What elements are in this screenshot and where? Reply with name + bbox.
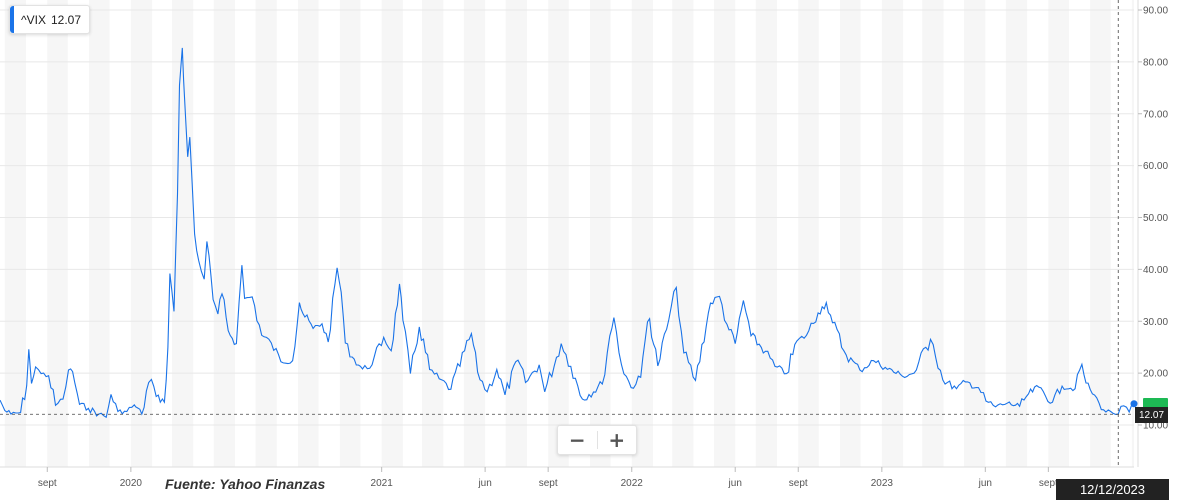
month-band <box>922 0 944 467</box>
month-bands <box>4 0 1134 467</box>
y-tick-label: 20.00 <box>1143 369 1168 380</box>
month-band <box>255 0 277 467</box>
x-tick-label: jun <box>978 478 992 489</box>
zoom-controls: − + <box>557 425 637 455</box>
legend[interactable]: ^VIX 12.07 <box>9 5 91 34</box>
month-band <box>422 0 444 467</box>
zoom-divider <box>596 431 598 449</box>
month-band <box>213 0 236 467</box>
x-tick-label: sept <box>539 478 558 489</box>
month-band <box>713 0 736 467</box>
x-tick-label: sept <box>38 478 57 489</box>
y-tick-label: 50.00 <box>1143 213 1168 224</box>
month-band <box>171 0 194 467</box>
vix-line <box>0 47 1135 419</box>
month-band <box>4 0 27 467</box>
month-band <box>1090 0 1111 467</box>
crosshair-date-badge: 12/12/2023 <box>1056 479 1169 500</box>
x-tick-label: jun <box>477 478 491 489</box>
month-band <box>672 0 694 467</box>
month-band <box>463 0 486 467</box>
y-tick-label: 40.00 <box>1143 265 1168 276</box>
month-band <box>339 0 361 467</box>
zoom-out-button[interactable]: − <box>558 426 597 454</box>
month-band <box>89 0 110 467</box>
month-band <box>755 0 778 467</box>
y-tick-label: 30.00 <box>1143 317 1168 328</box>
y-tick-label: 60.00 <box>1143 161 1168 172</box>
y-tick-label: 10.00 <box>1143 421 1168 432</box>
month-band <box>505 0 527 467</box>
x-tick-label: 2020 <box>120 478 143 489</box>
crosshair-price-badge: 12.07 <box>1135 407 1168 423</box>
month-band <box>130 0 153 467</box>
month-band <box>840 0 861 467</box>
month-band <box>798 0 819 467</box>
month-band <box>548 0 569 467</box>
month-band <box>631 0 653 467</box>
month-band <box>589 0 611 467</box>
x-tick-label: 2023 <box>871 478 894 489</box>
legend-value: 12.07 <box>50 12 82 27</box>
legend-symbol: ^VIX <box>21 12 46 27</box>
x-tick-label: 2022 <box>621 478 644 489</box>
last-point-marker <box>1130 400 1138 408</box>
y-axis: 10.00 20.00 30.00 40.00 50.00 60.00 70.00 80.00… <box>1137 0 1168 467</box>
month-band <box>881 0 904 467</box>
y-tick-label: 80.00 <box>1143 57 1168 68</box>
month-band <box>381 0 403 467</box>
y-tick-label: 70.00 <box>1143 109 1168 120</box>
month-band <box>1131 0 1134 467</box>
source-label: Fuente: Yahoo Finanzas <box>165 476 326 492</box>
month-band <box>1005 0 1028 467</box>
month-band <box>298 0 319 467</box>
x-tick-label: sept <box>789 478 808 489</box>
x-axis: sept 2020 2021 jun sept 2022 jun sept 2023 jun sep… <box>0 466 1134 489</box>
x-tick-label: sept <box>1039 478 1058 489</box>
zoom-in-button[interactable]: + <box>598 426 637 454</box>
y-tick-label: 90.00 <box>1143 6 1168 17</box>
month-band <box>1048 0 1069 467</box>
x-tick-label: 2021 <box>371 478 394 489</box>
month-band <box>964 0 986 467</box>
x-tick-label: jun <box>728 478 742 489</box>
month-band <box>47 0 68 467</box>
